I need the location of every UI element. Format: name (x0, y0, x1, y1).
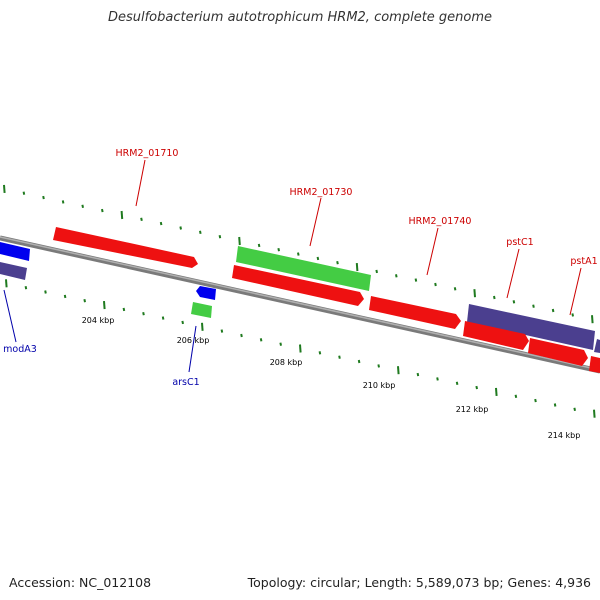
minor-tick (571, 313, 574, 317)
minor-tick (532, 304, 535, 308)
minor-tick (179, 226, 182, 230)
minor-tick (436, 377, 439, 381)
gene-feature-pstc1[interactable] (467, 304, 595, 350)
gene-label-arsc1[interactable]: arsC1 (172, 377, 199, 388)
minor-tick (22, 191, 26, 195)
gene-feature-purple-left[interactable] (0, 262, 27, 280)
minor-tick (493, 295, 496, 300)
major-tick (120, 210, 124, 220)
gene-feature-red-pstc1-b[interactable] (528, 338, 588, 366)
kbp-label-210: 210 kbp (363, 381, 396, 390)
major-tick (495, 387, 498, 396)
minor-tick (101, 208, 104, 213)
gene-feature-arsc1-blue[interactable] (196, 286, 216, 300)
gene-feature-arsc1-green[interactable] (191, 302, 212, 318)
minor-tick (316, 256, 320, 261)
major-tick (593, 409, 596, 418)
gene-label-hrm2-01730[interactable]: HRM2_01730 (290, 187, 353, 198)
gene-feature-red-edge[interactable] (589, 356, 600, 373)
minor-tick (512, 300, 516, 304)
minor-tick (377, 364, 380, 368)
kbp-label-208: 208 kbp (270, 358, 303, 367)
minor-tick (375, 269, 378, 274)
minor-tick (122, 307, 126, 312)
minor-tick (453, 287, 457, 291)
minor-tick (357, 359, 361, 364)
major-tick (3, 184, 6, 193)
major-tick (201, 322, 204, 331)
kbp-label-206: 206 kbp (177, 336, 210, 345)
genome-summary-text: Topology: circular; Length: 5,589,073 bp… (247, 575, 591, 590)
minor-tick (161, 316, 165, 320)
label-leader-lines (3, 159, 582, 373)
minor-tick (44, 290, 47, 294)
genome-backbone (0, 235, 600, 374)
kbp-label-204: 204 kbp (82, 316, 115, 325)
minor-tick (297, 252, 300, 256)
minor-tick (81, 204, 84, 208)
minor-tick (159, 221, 163, 226)
minor-tick (551, 308, 555, 313)
minor-tick (534, 398, 537, 403)
major-tick (397, 366, 400, 375)
major-tick (238, 236, 241, 246)
map-title: Desulfobacterium autotrophicum HRM2, com… (107, 10, 493, 25)
gene-label-psta1[interactable]: pstA1 (570, 256, 597, 267)
gene-label-hrm2-01710[interactable]: HRM2_01710 (116, 148, 179, 159)
tick-marks (3, 184, 596, 418)
minor-tick (475, 385, 478, 390)
minor-tick (338, 355, 341, 359)
minor-tick (434, 282, 437, 287)
gene-feature-blue-left[interactable] (0, 242, 30, 261)
minor-tick (395, 274, 398, 278)
minor-tick (414, 278, 418, 282)
gene-features (0, 227, 600, 373)
minor-tick (199, 230, 202, 234)
minor-tick (240, 333, 243, 338)
minor-tick (257, 243, 261, 248)
minor-tick (61, 200, 65, 204)
minor-tick (573, 407, 576, 411)
gene-feature-hrm2-01740[interactable] (369, 296, 461, 329)
gene-label-moda3[interactable]: modA3 (3, 344, 37, 355)
gene-feature-red-mid[interactable] (232, 265, 364, 306)
major-tick (103, 301, 106, 310)
gene-label-hrm2-01740[interactable]: HRM2_01740 (409, 216, 472, 227)
minor-tick (318, 351, 322, 355)
gene-feature-red-pstc1[interactable] (463, 321, 529, 350)
major-tick (591, 315, 594, 324)
minor-tick (514, 394, 518, 398)
minor-tick (42, 195, 45, 200)
gene-feature-hrm2-01710[interactable] (53, 227, 198, 268)
major-tick (5, 279, 8, 288)
minor-tick (277, 248, 280, 252)
gene-label-pstc1[interactable]: pstC1 (506, 237, 533, 248)
minor-tick (63, 294, 67, 299)
minor-tick (336, 261, 339, 265)
minor-tick (218, 235, 222, 239)
minor-tick (83, 299, 86, 303)
minor-tick (142, 312, 145, 316)
minor-tick (553, 403, 557, 407)
minor-tick (181, 320, 184, 325)
kbp-label-212: 212 kbp (456, 405, 489, 414)
kbp-labels: 204 kbp 206 kbp 208 kbp 210 kbp 212 kbp … (82, 316, 581, 440)
kbp-label-214: 214 kbp (548, 431, 581, 440)
minor-tick (259, 338, 263, 342)
minor-tick (140, 217, 143, 221)
major-tick (473, 289, 476, 298)
minor-tick (24, 286, 28, 290)
minor-tick (455, 381, 459, 385)
major-tick (355, 263, 359, 272)
major-tick (299, 344, 302, 353)
minor-tick (279, 342, 282, 346)
gene-feature-purple-edge[interactable] (594, 339, 600, 353)
gene-labels: modA3 HRM2_01710 arsC1 HRM2_01730 HRM2_0… (3, 148, 597, 388)
accession-text: Accession: NC_012108 (9, 575, 152, 590)
gene-feature-hrm2-01730[interactable] (236, 246, 371, 291)
minor-tick (416, 372, 420, 377)
minor-tick (220, 329, 224, 333)
